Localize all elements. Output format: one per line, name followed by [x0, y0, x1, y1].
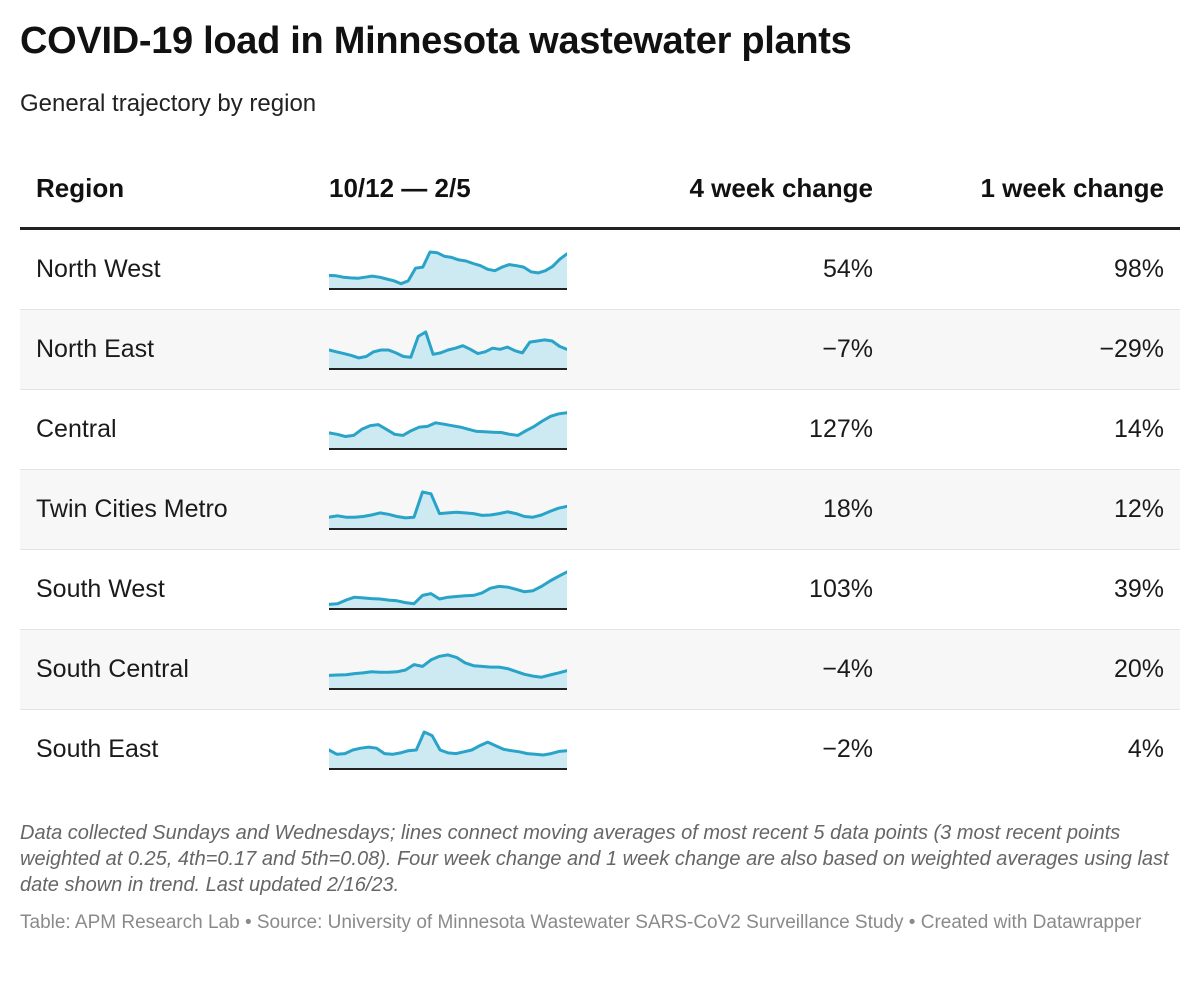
one-week-change: 4%: [1127, 735, 1164, 763]
sparkline: [329, 250, 567, 290]
region-name: North East: [36, 335, 155, 363]
region-name: North West: [36, 255, 161, 283]
four-week-change: 127%: [809, 415, 873, 443]
sparkline-line: [329, 250, 567, 285]
one-week-change: −29%: [1099, 335, 1164, 363]
table-row: North West 54% 98%: [20, 230, 1180, 310]
four-week-change: −2%: [822, 735, 873, 763]
header-one-week-change: 1 week change: [980, 173, 1164, 203]
four-week-change: −7%: [822, 335, 873, 363]
one-week-change: 12%: [1113, 495, 1164, 523]
trend-cell: [313, 488, 573, 532]
sparkline-line: [329, 570, 567, 606]
sparkline-line: [329, 652, 567, 679]
one-week-change: 14%: [1113, 415, 1164, 443]
one-week-change: 20%: [1113, 655, 1164, 683]
table-body: North West 54% 98% North East −7% −29% Central…: [20, 230, 1180, 789]
four-week-change: −4%: [822, 655, 873, 683]
sparkline-area: [329, 251, 567, 288]
sparkline-area: [329, 412, 567, 448]
four-week-change: 18%: [822, 495, 873, 523]
sparkline-area: [329, 491, 567, 528]
region-name: South East: [36, 735, 159, 763]
sparkline: [329, 570, 567, 610]
table-row: Central 127% 14%: [20, 390, 1180, 470]
chart-subtitle: General trajectory by region: [20, 90, 317, 117]
trend-cell: [313, 728, 573, 772]
table-row: North East −7% −29%: [20, 310, 1180, 390]
table-row: Twin Cities Metro 18% 12%: [20, 470, 1180, 550]
sparkline: [329, 490, 567, 530]
region-name: South Central: [36, 655, 189, 683]
one-week-change: 98%: [1113, 255, 1164, 283]
trend-cell: [313, 408, 573, 452]
trend-cell: [313, 648, 573, 692]
table-row: South West 103% 39%: [20, 550, 1180, 630]
sparkline-line: [329, 490, 567, 519]
table-row: South East −2% 4%: [20, 710, 1180, 789]
sparkline: [329, 652, 567, 690]
sparkline-area: [329, 654, 567, 688]
notes: Data collected Sundays and Wednesdays; l…: [20, 822, 1169, 896]
header-region: Region: [36, 173, 125, 203]
sparkline-area: [329, 571, 567, 608]
sparkline: [329, 730, 567, 770]
table-row: South Central −4% 20%: [20, 630, 1180, 710]
region-name: Central: [36, 415, 117, 443]
one-week-change: 39%: [1113, 575, 1164, 603]
four-week-change: 103%: [809, 575, 873, 603]
sparkline-line: [329, 330, 567, 359]
four-week-change: 54%: [822, 255, 873, 283]
region-name: Twin Cities Metro: [36, 495, 228, 523]
table-header: Region 10/12 — 2/5 4 week change 1 week …: [20, 150, 1180, 230]
region-name: South West: [36, 575, 165, 603]
trend-cell: [313, 248, 573, 292]
sparkline: [329, 330, 567, 370]
credits: Table: APM Research Lab • Source: Univer…: [20, 912, 1142, 933]
data-table: Region 10/12 — 2/5 4 week change 1 week …: [20, 150, 1180, 789]
sparkline-area: [329, 731, 567, 768]
chart-title: COVID-19 load in Minnesota wastewater pl…: [20, 20, 852, 62]
sparkline-line: [329, 410, 567, 438]
sparkline-line: [329, 730, 567, 756]
trend-cell: [313, 568, 573, 612]
header-four-week-change: 4 week change: [689, 173, 873, 203]
sparkline: [329, 410, 567, 450]
trend-cell: [313, 328, 573, 372]
header-trend: 10/12 — 2/5: [329, 173, 471, 203]
